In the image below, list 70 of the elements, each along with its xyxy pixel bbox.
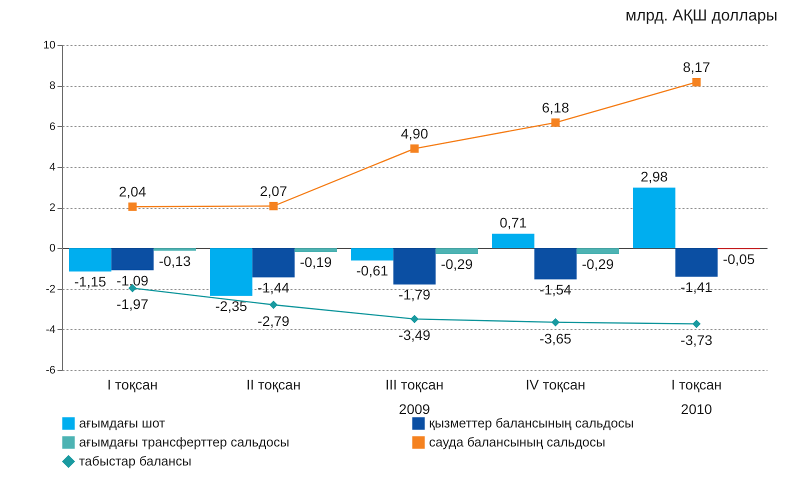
data-label: -1,09 bbox=[116, 272, 149, 288]
bar bbox=[111, 248, 154, 270]
bar bbox=[154, 248, 196, 251]
bar bbox=[534, 248, 577, 280]
point bbox=[269, 300, 278, 309]
text: 2009 bbox=[398, 401, 430, 417]
y-tick-label: 2 bbox=[49, 202, 56, 214]
y-tick-label: 0 bbox=[49, 242, 56, 255]
data-label: -0,05 bbox=[722, 251, 755, 268]
data-label: 2,04 bbox=[118, 184, 146, 200]
x-tick-label: III тоқсан bbox=[385, 376, 444, 392]
y-tick-label: 10 bbox=[43, 40, 56, 52]
data-label: -3,65 bbox=[540, 330, 572, 346]
bar bbox=[492, 234, 534, 248]
text: 2010 bbox=[680, 401, 712, 417]
data-label: -0,61 bbox=[356, 262, 388, 279]
point bbox=[410, 144, 419, 153]
y-tick-label: -4 bbox=[46, 324, 56, 336]
legend-label: сауда балансының сальдосы bbox=[429, 434, 606, 450]
bar bbox=[393, 248, 436, 284]
bar bbox=[633, 188, 676, 248]
data-label: -1,15 bbox=[74, 273, 106, 290]
bar bbox=[252, 248, 295, 278]
y-tick-label: -2 bbox=[46, 283, 56, 296]
data-label: -1,54 bbox=[540, 281, 572, 298]
data-label: -1,79 bbox=[398, 286, 431, 302]
data-label: -0,29 bbox=[440, 256, 473, 272]
legend-label: табыстар балансы bbox=[79, 454, 192, 468]
point bbox=[692, 78, 701, 86]
y-tick-label: -6 bbox=[46, 364, 56, 376]
legend-label: қызметтер балансының сальдосы bbox=[429, 416, 634, 431]
data-label: -2,79 bbox=[258, 312, 290, 329]
data-label: 6,18 bbox=[542, 100, 570, 116]
bar bbox=[69, 248, 112, 272]
bar bbox=[210, 248, 252, 296]
y-tick-label: 6 bbox=[49, 120, 56, 133]
point bbox=[551, 318, 560, 326]
data-label: -0,29 bbox=[582, 256, 614, 272]
data-label: -1,44 bbox=[258, 279, 290, 296]
bar bbox=[294, 248, 337, 252]
data-label: -2,35 bbox=[215, 298, 248, 314]
data-label: -0,19 bbox=[300, 254, 332, 270]
x-tick-label: II тоқсан bbox=[246, 376, 301, 392]
data-label: 2,98 bbox=[640, 168, 668, 185]
data-label: 8,17 bbox=[682, 59, 710, 76]
data-label: -1,41 bbox=[680, 278, 713, 295]
data-label: -3,73 bbox=[680, 332, 713, 348]
x-tick-label: I тоқсан bbox=[107, 376, 158, 392]
data-label: 0,71 bbox=[500, 214, 528, 231]
data-label: -1,97 bbox=[116, 296, 149, 312]
data-label: 4,90 bbox=[400, 126, 428, 142]
point bbox=[269, 202, 278, 210]
point bbox=[551, 118, 560, 127]
bar bbox=[351, 248, 394, 261]
data-label: -3,49 bbox=[398, 327, 431, 344]
bar bbox=[436, 248, 478, 254]
bar bbox=[675, 248, 718, 277]
y-tick-label: 8 bbox=[49, 80, 56, 92]
legend-label: ағымдағы трансферттер сальдосы bbox=[79, 434, 290, 450]
data-label: 2,07 bbox=[260, 183, 288, 200]
bar bbox=[576, 248, 619, 254]
point bbox=[410, 314, 419, 324]
legend-label: ағымдағы шот bbox=[79, 416, 166, 431]
point bbox=[692, 320, 701, 328]
x-tick-label: I тоқсан bbox=[671, 376, 722, 392]
data-label: -0,13 bbox=[158, 252, 191, 269]
x-tick-label: IV тоқсан bbox=[526, 376, 586, 392]
y-axis-title: млрд. АҚШ доллары bbox=[625, 8, 778, 24]
point bbox=[128, 202, 137, 211]
y-tick-label: 4 bbox=[49, 161, 56, 174]
